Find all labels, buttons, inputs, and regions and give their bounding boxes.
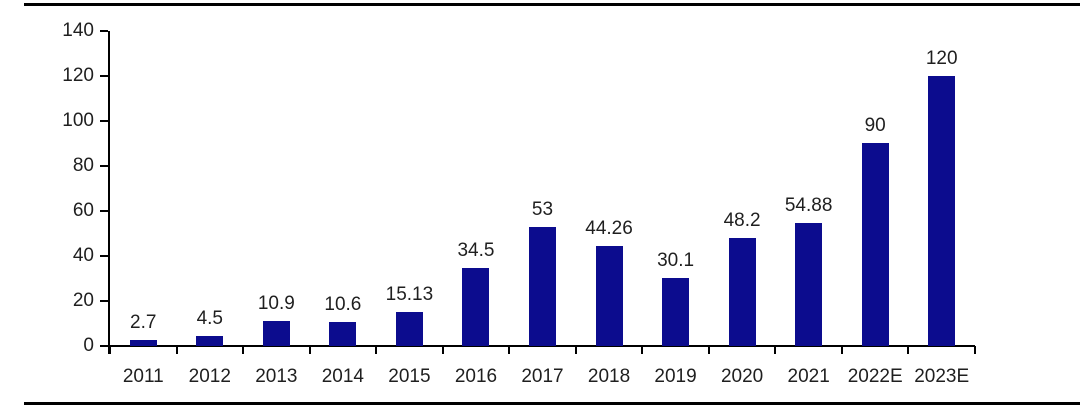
x-tick <box>574 346 577 354</box>
x-category-label: 2012 <box>188 366 231 387</box>
y-tick-label: 140 <box>62 20 94 41</box>
x-tick <box>907 346 910 354</box>
x-category-label: 2016 <box>454 366 498 387</box>
y-tick <box>100 165 108 167</box>
bar <box>728 238 756 346</box>
x-category-label: 2011 <box>122 366 164 387</box>
bar <box>928 76 956 346</box>
bar-value-label: 10.9 <box>257 293 295 314</box>
x-category-label: 2015 <box>388 366 431 387</box>
x-tick <box>774 346 777 354</box>
bar <box>595 246 623 346</box>
x-tick <box>641 346 644 354</box>
bar-value-label: 34.5 <box>457 240 495 261</box>
bar-value-label: 54.88 <box>784 195 833 216</box>
x-category-label: 2014 <box>321 366 365 387</box>
y-tick-label: 120 <box>62 65 94 86</box>
x-tick <box>840 346 843 354</box>
y-tick <box>100 210 108 212</box>
y-tick <box>100 75 108 77</box>
x-tick <box>441 346 444 354</box>
x-tick <box>175 346 178 354</box>
bar <box>129 340 157 346</box>
y-tick <box>100 300 108 302</box>
x-category-label: 2018 <box>587 366 631 387</box>
x-tick <box>308 346 311 354</box>
y-tick-label: 40 <box>72 245 94 266</box>
bar-value-label: 15.13 <box>385 284 434 305</box>
y-tick-label: 20 <box>72 290 94 311</box>
x-tick <box>109 346 111 354</box>
bar-value-label: 44.26 <box>585 218 633 239</box>
bar <box>529 227 556 346</box>
bar <box>861 143 889 346</box>
x-tick <box>707 346 710 354</box>
bar-value-label: 90 <box>864 115 886 136</box>
bar <box>662 278 690 346</box>
x-tick <box>375 346 378 354</box>
y-tick-label: 0 <box>83 335 94 356</box>
bar-value-label: 2.7 <box>130 312 157 333</box>
x-tick <box>242 346 245 354</box>
bar-value-label: 120 <box>925 48 958 69</box>
bar-value-label: 30.1 <box>657 250 695 271</box>
bottom-border-line <box>24 402 1080 405</box>
y-tick <box>100 30 108 32</box>
bar-value-label: 10.6 <box>324 294 362 315</box>
y-tick-label: 60 <box>72 200 94 221</box>
bar-value-label: 53 <box>531 199 554 220</box>
y-tick <box>100 255 108 257</box>
x-tick <box>974 346 976 354</box>
x-category-label: 2019 <box>654 366 697 387</box>
y-tick <box>100 120 108 122</box>
x-category-label: 2022E <box>847 366 903 387</box>
x-category-label: 2023E <box>914 366 970 387</box>
bar <box>329 322 357 346</box>
x-axis-line <box>110 345 975 347</box>
y-tick-label: 80 <box>72 155 94 176</box>
bar <box>795 223 823 346</box>
x-category-label: 2013 <box>255 366 298 387</box>
x-tick <box>508 346 511 354</box>
x-category-label: 2017 <box>521 366 564 387</box>
bar <box>462 268 490 346</box>
y-tick <box>100 345 108 347</box>
x-category-label: 2021 <box>787 366 830 387</box>
bar <box>262 321 290 346</box>
y-tick-label: 100 <box>62 110 94 131</box>
x-category-label: 2020 <box>720 366 764 387</box>
bar <box>196 336 224 346</box>
bar-value-label: 48.2 <box>723 210 761 231</box>
y-axis-line <box>108 31 110 354</box>
top-border-line <box>24 3 1080 6</box>
bar <box>395 312 423 346</box>
bar-value-label: 4.5 <box>196 308 223 329</box>
